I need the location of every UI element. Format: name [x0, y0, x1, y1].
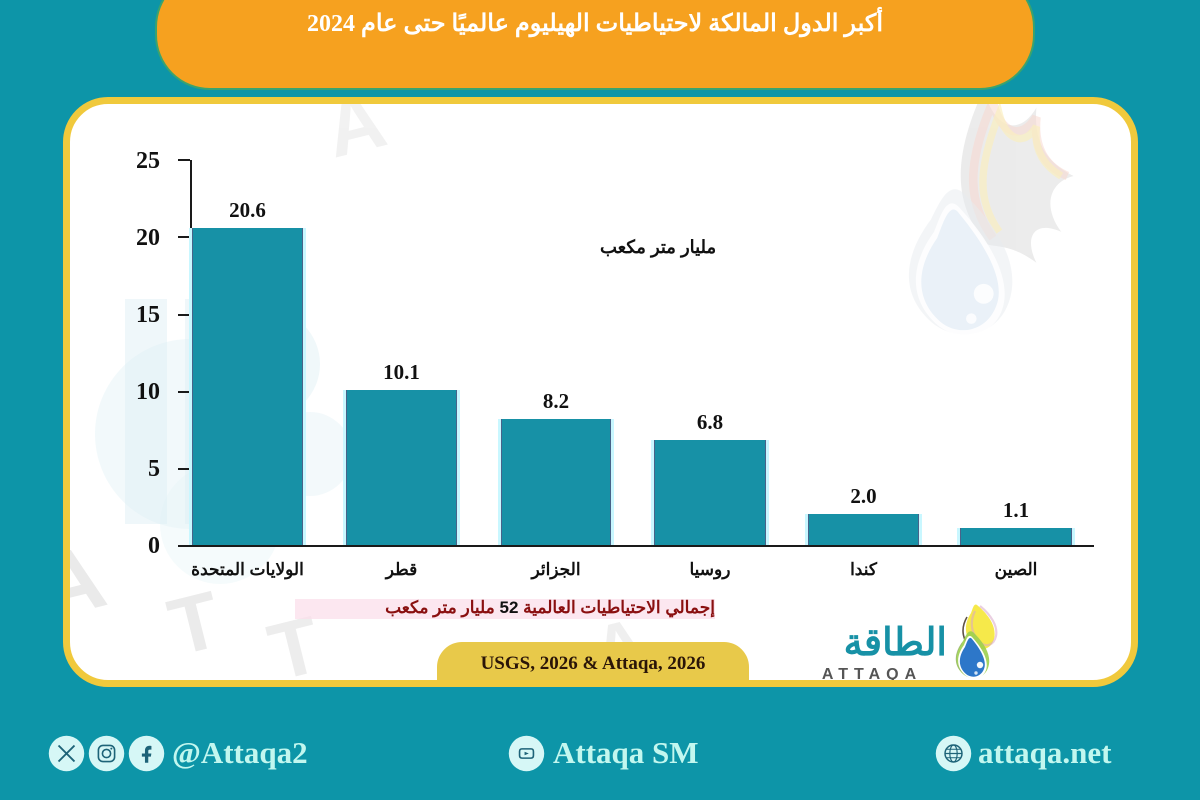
svg-text:T: T — [160, 574, 229, 672]
svg-text:الطاقة: الطاقة — [844, 622, 947, 664]
svg-text:A: A — [317, 104, 395, 174]
svg-text:A: A — [70, 526, 115, 639]
svg-text:ATTAQA: ATTAQA — [822, 666, 922, 683]
